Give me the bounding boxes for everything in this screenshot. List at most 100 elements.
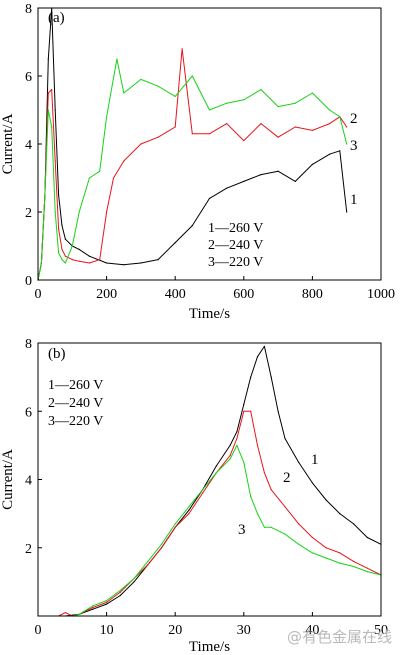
panel-a-series-2-point xyxy=(78,260,80,262)
panel-b-series-3-point xyxy=(160,543,163,545)
panel-b-series-1-point xyxy=(92,608,94,610)
panel-b-x-tick-label: 50 xyxy=(374,623,388,638)
panel-a-series-2-point xyxy=(64,255,66,257)
panel-a-x-tick-label: 1000 xyxy=(367,287,395,302)
panel-a-series-2-point xyxy=(174,126,176,128)
panel-b-series-2-point xyxy=(325,547,327,549)
panel-b-series-1-point xyxy=(325,499,327,501)
panel-b-series-2-line xyxy=(58,410,382,617)
panel-b-series-2-point xyxy=(119,591,121,593)
panel-a-series-1-point xyxy=(140,262,142,264)
panel-b-series-2-point xyxy=(147,564,149,566)
panel-a-series-1-end-label: 1 xyxy=(350,192,358,208)
panel-b-series-3-point xyxy=(174,523,176,525)
panel-b-series-2-point xyxy=(64,612,66,614)
panel-a-legend-entry: 1—260 V xyxy=(208,221,263,236)
panel-a-series-1-point xyxy=(329,153,331,155)
panel-a-series-1-point xyxy=(191,225,193,227)
panel-b-legend-entry: 3—220 V xyxy=(48,414,103,429)
panel-a-y-tick-label: 2 xyxy=(25,206,32,221)
panel-b-series-3-point xyxy=(243,461,245,463)
panel-b-series-3-point xyxy=(270,526,272,528)
panel-a-x-tick-label: 600 xyxy=(233,287,254,302)
panel-a-series-3-point xyxy=(47,109,49,111)
panel-a-panel-label: (a) xyxy=(48,10,65,26)
panel-b-series-2-point xyxy=(188,513,190,515)
panel-b-series-2-point xyxy=(202,492,204,494)
panel-a-x-tick-label: 800 xyxy=(302,287,323,302)
panel-b-series-2-point xyxy=(339,552,341,554)
panel-b-y-tick-label: 2 xyxy=(25,542,32,557)
panel-b-series-3-point xyxy=(263,526,265,528)
panel-a-series-2-point xyxy=(157,136,159,138)
panel-a-y-tick-label: 4 xyxy=(25,138,32,153)
panel-b-series-2-point xyxy=(236,437,238,440)
panel-b-series-1-point xyxy=(339,513,341,515)
panel-b-series-2-point xyxy=(174,526,176,528)
panel-a-series-2-point xyxy=(208,133,211,135)
panel-b-series-3-point xyxy=(311,552,313,554)
panel-b-series-2-point xyxy=(366,567,368,569)
panel-b-series-1-point xyxy=(133,581,135,583)
panel-b-series-3-point xyxy=(256,513,259,515)
panel-a-series-3-point xyxy=(329,109,331,111)
panel-a-y-tick-label: 0 xyxy=(25,274,32,289)
panel-b-series-1-point xyxy=(277,410,279,412)
panel-a-series-2-line xyxy=(37,48,348,281)
panel-a-series-3-point xyxy=(277,106,279,108)
panel-b-series-1-point xyxy=(243,403,245,405)
panel-b-series-3-line xyxy=(72,444,382,617)
panel-b-series-2-point xyxy=(298,523,300,525)
panel-a-series-2-point xyxy=(346,126,348,128)
panel-a-series-1-point xyxy=(88,255,90,257)
panel-a-series-2-point xyxy=(71,259,73,261)
panel-b-series-2-point xyxy=(250,410,252,412)
panel-b-legend-entry: 2—240 V xyxy=(48,396,103,411)
panel-b-series-2-point xyxy=(92,606,94,609)
panel-a-series-3-point xyxy=(157,85,159,87)
panel-b-x-tick-label: 10 xyxy=(100,623,114,638)
panel-a-series-2-point xyxy=(226,123,228,125)
watermark-text: @有色金属在线 xyxy=(287,628,392,646)
panel-a-series-1-point xyxy=(260,174,262,176)
panel-a-series-2-point xyxy=(61,248,63,250)
panel-a-series-2-point xyxy=(140,143,142,145)
panel-b-series-3-point xyxy=(215,472,217,474)
panel-a-series-2-point xyxy=(58,228,60,230)
panel-b-y-tick-label: 4 xyxy=(25,474,32,489)
panel-a-series-3-point xyxy=(99,170,101,172)
panel-a-x-tick-label: 400 xyxy=(165,287,186,302)
panel-a-series-2-point xyxy=(106,211,108,213)
panel-a-series-2-point xyxy=(99,259,101,261)
panel-a-series-3-point xyxy=(88,177,90,179)
panel-b-series-3-point xyxy=(284,533,286,535)
panel-a-series-3-point xyxy=(140,78,142,80)
panel-b-x-axis-title: Time/s xyxy=(189,639,230,655)
panel-a-series-2-point xyxy=(47,92,49,94)
panel-b-series-3-point xyxy=(188,506,190,508)
panel-b-series-3-point xyxy=(78,613,80,615)
panel-a-series-3-point xyxy=(208,109,211,111)
panel-b-series-1-point xyxy=(311,482,313,484)
panel-b-series-3-end-label: 3 xyxy=(238,522,246,538)
panel-b-series-1-point xyxy=(284,437,286,440)
panel-a-series-3-point xyxy=(260,89,262,91)
panel-b-series-3-point xyxy=(229,458,231,460)
panel-b-x-tick-label: 30 xyxy=(237,623,251,638)
panel-a-series-1-point xyxy=(157,259,159,261)
panel-b-y-axis-title: Current/A xyxy=(0,449,16,510)
panel-b-series-2-point xyxy=(229,455,231,457)
panel-a-series-2-point xyxy=(51,89,53,91)
panel-a-series-3-point xyxy=(311,92,313,94)
panel-b-series-3-point xyxy=(353,565,355,568)
panel-a-series-1-point xyxy=(64,238,66,240)
panel-b-series-2-point xyxy=(106,601,108,604)
panel-a-series-2-point xyxy=(260,123,262,125)
panel-b-series-1-point xyxy=(188,509,190,511)
panel-a-series-2-point xyxy=(181,48,183,50)
panel-a-series-3-point xyxy=(51,126,53,128)
panel-b-series-3-point xyxy=(106,600,108,602)
panel-b-series-2-end-label: 2 xyxy=(283,470,291,486)
panel-a-series-1-point xyxy=(208,197,211,199)
